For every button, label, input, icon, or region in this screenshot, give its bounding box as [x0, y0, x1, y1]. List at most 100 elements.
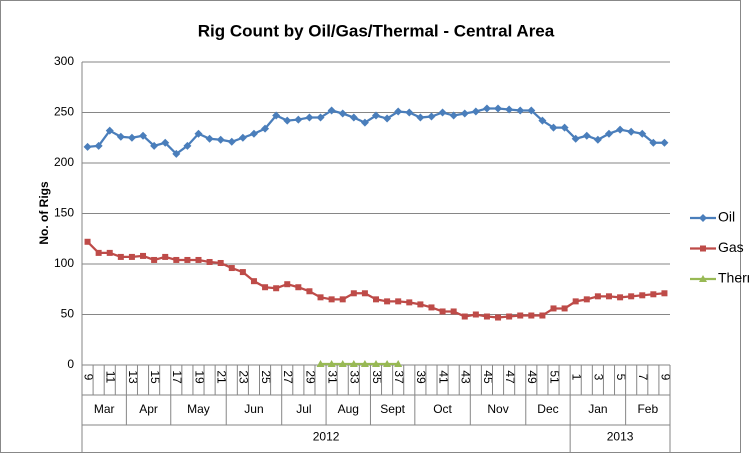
month-label: Aug: [338, 402, 359, 416]
point: [383, 114, 392, 123]
point: [616, 125, 625, 134]
point: [205, 134, 214, 143]
point: [239, 269, 246, 276]
point: [172, 149, 181, 158]
month-label: Nov: [487, 402, 508, 416]
point: [505, 105, 514, 114]
x-tick-label: 43: [459, 370, 473, 384]
y-tick-label: 100: [54, 256, 74, 270]
x-tick-label: 47: [503, 370, 517, 384]
point: [594, 293, 601, 300]
x-tick-label: 23: [237, 370, 251, 384]
x-tick-label: 25: [259, 370, 273, 384]
point: [305, 113, 314, 122]
point: [360, 359, 369, 367]
point: [183, 141, 192, 150]
chart-title: Rig Count by Oil/Gas/Thermal - Central A…: [198, 21, 555, 40]
x-tick-label: 41: [436, 370, 450, 384]
x-tick-label: 13: [126, 370, 140, 384]
point: [83, 142, 92, 151]
point: [372, 111, 380, 120]
x-tick-label: 1: [570, 374, 584, 381]
x-tick-label: 37: [392, 370, 406, 384]
point: [527, 106, 536, 115]
point: [327, 359, 336, 367]
x-tick-label: 5: [614, 374, 628, 381]
point: [604, 129, 613, 138]
month-label: Jun: [244, 402, 263, 416]
point: [273, 285, 280, 292]
x-tick-label: 45: [481, 370, 495, 384]
point: [272, 111, 281, 120]
point: [216, 135, 225, 144]
point: [617, 294, 624, 301]
legend-marker: [699, 214, 707, 222]
point: [560, 123, 569, 132]
point: [639, 292, 646, 299]
point: [105, 126, 114, 135]
point: [116, 132, 125, 141]
point: [506, 313, 513, 320]
point: [184, 256, 191, 263]
point: [627, 127, 636, 136]
point: [349, 359, 358, 367]
point: [127, 133, 136, 142]
point: [495, 314, 502, 321]
x-tick-label: 7: [636, 374, 650, 381]
point: [583, 296, 590, 303]
point: [316, 359, 325, 367]
point: [582, 131, 591, 140]
point: [139, 131, 148, 140]
point: [283, 116, 292, 125]
point: [394, 107, 403, 116]
point: [151, 256, 158, 263]
legend-label: Oil: [718, 209, 735, 225]
point: [350, 290, 357, 297]
point: [95, 249, 102, 256]
point: [349, 113, 358, 122]
point: [650, 291, 657, 298]
point: [228, 265, 235, 272]
x-tick-label: 9: [81, 374, 95, 381]
point: [295, 284, 302, 291]
point: [317, 294, 324, 301]
point: [161, 138, 170, 147]
x-tick-label: 49: [525, 370, 539, 384]
point: [561, 305, 568, 312]
point: [373, 296, 379, 303]
x-tick-label: 21: [215, 370, 229, 384]
point: [395, 298, 402, 305]
x-tick-label: 31: [325, 370, 339, 384]
point: [361, 290, 368, 297]
point: [649, 138, 658, 147]
point: [638, 129, 647, 138]
point: [94, 141, 103, 150]
point: [306, 288, 313, 295]
month-label: Jan: [588, 402, 607, 416]
point: [84, 238, 91, 245]
y-tick-label: 250: [54, 105, 74, 119]
point: [360, 118, 369, 127]
point: [549, 123, 558, 132]
point: [572, 298, 579, 305]
point: [438, 108, 447, 117]
point: [338, 359, 347, 367]
point: [427, 112, 436, 121]
point: [417, 301, 424, 308]
y-tick-label: 300: [54, 54, 74, 68]
x-tick-label: 33: [348, 370, 362, 384]
point: [482, 104, 491, 113]
point: [628, 293, 635, 300]
point: [227, 137, 236, 146]
point: [571, 134, 580, 143]
point: [162, 253, 169, 260]
point: [517, 312, 524, 319]
x-tick-label: 35: [370, 370, 384, 384]
point: [450, 308, 457, 315]
point: [339, 296, 346, 303]
point: [605, 293, 612, 300]
y-tick-label: 200: [54, 155, 74, 169]
y-tick-label: 50: [61, 307, 75, 321]
